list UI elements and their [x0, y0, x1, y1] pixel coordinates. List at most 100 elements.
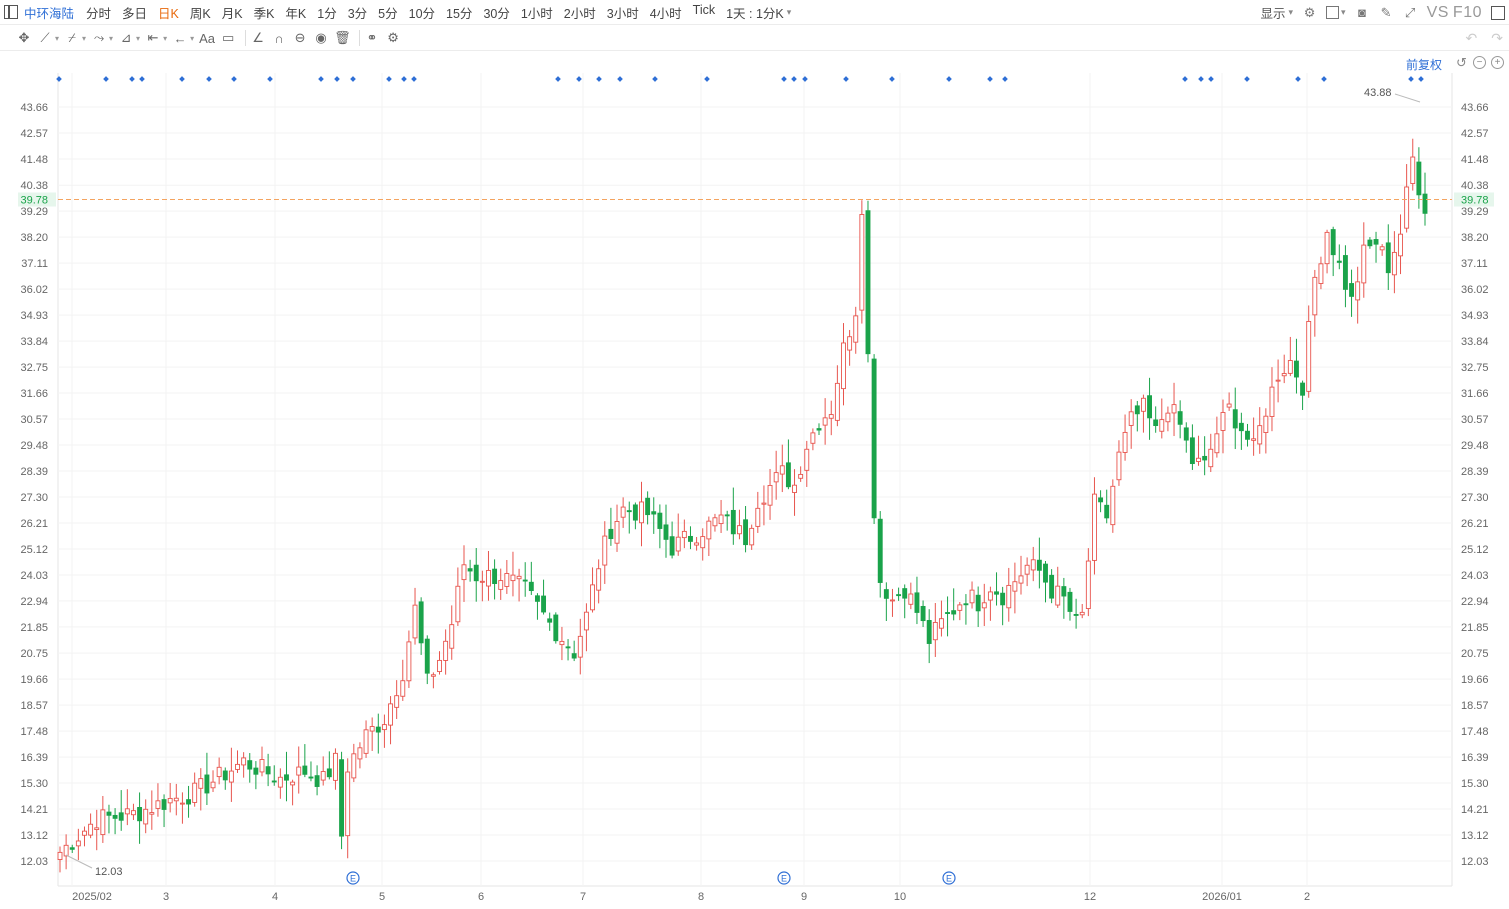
- candle-body: [1098, 497, 1104, 503]
- candle-body: [406, 641, 412, 682]
- candle-body: [994, 591, 999, 595]
- magnet-tool[interactable]: ∩: [271, 28, 287, 48]
- settings-tool[interactable]: ⚙: [385, 28, 401, 48]
- period-tab[interactable]: 2小时: [563, 6, 596, 21]
- candle-body: [143, 808, 149, 825]
- lock-tool[interactable]: ◉: [313, 28, 329, 48]
- candle-body: [1147, 395, 1153, 419]
- candle-body: [88, 823, 94, 836]
- stock-symbol-name[interactable]: 中环海陆: [24, 6, 75, 21]
- measure-tool[interactable]: ⊿ ▾: [118, 28, 140, 48]
- vs-button[interactable]: VS: [1426, 3, 1449, 21]
- candle-body: [730, 509, 736, 535]
- period-tab[interactable]: Tick: [692, 2, 716, 17]
- candle-body: [1030, 559, 1036, 571]
- candle-body: [388, 703, 393, 726]
- move-tool[interactable]: ✥: [16, 28, 32, 48]
- pencil-icon[interactable]: ✎: [1380, 5, 1392, 20]
- camera-icon[interactable]: ◙: [1358, 5, 1366, 20]
- zoom-out-icon[interactable]: −: [1473, 56, 1486, 69]
- candle-body: [430, 674, 436, 677]
- candle-body: [663, 524, 669, 540]
- candle-body: [945, 612, 951, 614]
- chevron-down-icon: ▾: [82, 33, 87, 43]
- undo-icon[interactable]: ↶: [1465, 30, 1478, 46]
- candle-body: [755, 507, 761, 527]
- candle-body: [296, 766, 302, 776]
- interval-dropdown[interactable]: 1天 : 1分K ▾: [726, 3, 791, 22]
- settings-icon[interactable]: ⚙: [1303, 5, 1316, 20]
- fullscreen-icon[interactable]: ⤢: [1404, 5, 1416, 20]
- y-tick-label-right: 39.29: [1461, 206, 1489, 218]
- y-tick-label-right: 41.48: [1461, 154, 1489, 166]
- period-tab[interactable]: 日K: [158, 6, 179, 21]
- candle-body: [1275, 379, 1281, 382]
- delete-tool[interactable]: 🗑: [334, 28, 351, 48]
- candle-body: [131, 810, 136, 816]
- note-tool[interactable]: ▭: [220, 28, 236, 48]
- period-tab[interactable]: 多日: [122, 6, 148, 21]
- y-tick-label-right: 16.39: [1461, 752, 1489, 764]
- signal-dot-marker: [1208, 76, 1214, 82]
- range-tool[interactable]: ⇤ ▾: [145, 28, 167, 48]
- period-tab[interactable]: 周K: [189, 6, 211, 21]
- candle-body: [1165, 412, 1171, 423]
- layout-dropdown[interactable]: ▾: [1326, 6, 1346, 19]
- fib-tool[interactable]: ⌿ ▾: [64, 28, 86, 48]
- candle-body: [761, 502, 767, 505]
- period-tab[interactable]: 年K: [285, 6, 307, 21]
- y-tick-label-right: 15.30: [1461, 778, 1489, 790]
- period-tab[interactable]: 分时: [86, 6, 112, 21]
- zoom-in-icon[interactable]: +: [1491, 56, 1504, 69]
- chevron-down-icon: ▾: [136, 33, 141, 43]
- period-tab[interactable]: 月K: [221, 6, 243, 21]
- period-tab[interactable]: 10分: [408, 6, 436, 21]
- period-tab[interactable]: 15分: [446, 6, 473, 21]
- period-tab[interactable]: 1分: [317, 6, 337, 21]
- period-tab[interactable]: 1小时: [520, 6, 553, 21]
- magnet-icon: ∩: [274, 30, 284, 46]
- line-tool[interactable]: ⟋ ▾: [37, 28, 59, 48]
- period-tab[interactable]: 季K: [253, 6, 275, 21]
- candle-body: [932, 621, 938, 641]
- reset-icon[interactable]: ↺: [1456, 55, 1467, 70]
- candle-body: [798, 473, 804, 479]
- f10-button[interactable]: F10: [1452, 3, 1482, 21]
- candle-body: [1300, 382, 1306, 396]
- period-tab[interactable]: 30分: [483, 6, 510, 21]
- event-marker-circle: [346, 871, 360, 885]
- candle-body: [351, 753, 357, 779]
- adjust-mode-button[interactable]: 前复权: [1406, 58, 1443, 72]
- y-tick-label-left: 33.84: [20, 336, 48, 348]
- panel-toggle-icon[interactable]: [1491, 5, 1505, 20]
- redo-icon[interactable]: ↷: [1491, 30, 1503, 46]
- candle-body: [853, 315, 859, 343]
- text-tool[interactable]: Aa: [199, 28, 215, 48]
- candle-body: [749, 527, 755, 546]
- y-tick-label-left: 38.20: [20, 232, 48, 244]
- sidebar-toggle-icon[interactable]: [4, 5, 18, 19]
- angle-tool[interactable]: ∠: [250, 28, 266, 48]
- period-tab[interactable]: 5分: [378, 6, 398, 21]
- candle-body: [106, 811, 112, 816]
- candle-body: [1189, 437, 1195, 465]
- period-tab[interactable]: 3小时: [606, 6, 639, 21]
- signal-dot-marker: [555, 76, 561, 82]
- compare-tool[interactable]: ⚭: [364, 28, 380, 48]
- pattern-tool[interactable]: ⤳ ▾: [91, 28, 113, 48]
- period-tab[interactable]: 3分: [347, 6, 368, 21]
- candle-body: [1263, 415, 1269, 433]
- candle-body: [816, 428, 822, 431]
- period-tab[interactable]: 4小时: [649, 6, 682, 21]
- signal-dot-marker: [334, 76, 340, 82]
- candle-body: [510, 574, 516, 582]
- x-tick-label: 12: [1084, 891, 1096, 903]
- candle-body: [1398, 233, 1403, 257]
- current-price-badge-right: [1454, 192, 1494, 207]
- y-tick-label-left: 16.39: [20, 752, 48, 764]
- display-dropdown[interactable]: 显示 ▾: [1261, 3, 1294, 22]
- arrow-tool[interactable]: ← ▾: [172, 28, 195, 48]
- visibility-tool[interactable]: ⊖: [292, 28, 308, 48]
